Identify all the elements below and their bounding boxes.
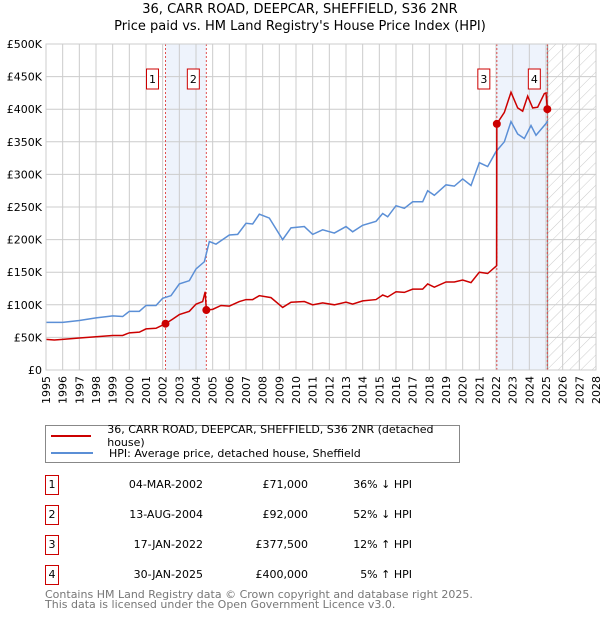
sale-hpi-diff: 36% ↓ HPI [353,478,412,491]
sale-marker-badge: 3 [45,535,59,555]
y-tick-label: £100K [7,299,43,312]
footer: Contains HM Land Registry data © Crown c… [45,588,473,611]
x-tick-label: 1997 [73,376,86,404]
sale-label: 3 [480,73,487,86]
x-tick-label: 2004 [190,376,203,404]
y-tick-label: £400K [7,103,43,116]
x-tick-label: 2026 [557,376,570,404]
sale-label: 1 [149,73,156,86]
legend-label-hpi: HPI: Average price, detached house, Shef… [109,446,361,460]
x-tick-label: 2017 [407,376,420,404]
x-tick-label: 2021 [473,376,486,404]
legend: 36, CARR ROAD, DEEPCAR, SHEFFIELD, S36 2… [45,423,460,463]
sales-table-row: 4 30-JAN-2025 £400,000 5% ↑ HPI [45,565,465,587]
sales-table-row: 2 13-AUG-2004 £92,000 52% ↓ HPI [45,505,465,527]
x-tick-label: 2007 [240,376,253,404]
sale-marker-badge: 2 [45,505,59,525]
x-tick-label: 2025 [540,376,553,404]
plot-area: 1995 1996 1997 1998 1999 2000 2001 2002 2003 2004… [7,38,600,404]
x-tick-label: 2022 [490,376,503,404]
legend-swatch-hpi [51,452,93,454]
x-tick-label: 2028 [590,376,600,404]
footer-licence: This data is licensed under the Open Gov… [45,598,396,611]
hpi-line [46,119,549,324]
legend-label-property: 36, CARR ROAD, DEEPCAR, SHEFFIELD, S36 2… [107,423,434,449]
chart-title: 36, CARR ROAD, DEEPCAR, SHEFFIELD, S36 2… [142,2,458,17]
x-tick-label: 2011 [307,376,320,404]
x-tick-label: 2014 [357,376,370,404]
y-tick-label: £50K [14,331,43,344]
sale-price: £71,000 [262,478,309,491]
x-tick-label: 2009 [273,376,286,404]
x-tick-label: 2015 [373,376,386,404]
x-tick-label: 1995 [40,376,53,404]
sale-hpi-diff: 52% ↓ HPI [353,508,412,521]
sales-table-row: 3 17-JAN-2022 £377,500 12% ↑ HPI [45,535,465,557]
sale-marker-badge: 1 [45,475,59,495]
sale-date: 17-JAN-2022 [133,538,203,551]
sale-label-box [527,68,541,90]
x-tick-label: 1999 [107,376,120,404]
sale-label-box [186,68,200,90]
y-tick-label: £150K [7,266,43,279]
x-tick-label: 2019 [440,376,453,404]
sale-date: 04-MAR-2002 [128,478,203,491]
y-tick-label: £300K [7,168,43,181]
x-tick-label: 2003 [173,376,186,404]
x-tick-label: 1996 [57,376,70,404]
x-tick-label: 2000 [123,376,136,404]
sale-label: 2 [190,73,197,86]
x-tick-label: 1998 [90,376,103,404]
sale-label-box [477,68,491,90]
x-tick-label: 2010 [290,376,303,404]
sale-marker-badge: 4 [45,565,59,585]
x-tick-label: 2006 [223,376,236,404]
sales-table-row: 1 04-MAR-2002 £71,000 36% ↓ HPI [45,475,465,497]
sale-price: £400,000 [255,568,309,581]
sale-point [161,319,170,328]
x-tick-label: 2018 [423,376,436,404]
x-tick-label: 2005 [207,376,220,404]
x-tick-label: 2016 [390,376,403,404]
x-tick-label: 2023 [507,376,520,404]
plot-border [45,43,597,371]
y-tick-label: £250K [7,201,43,214]
sale-hpi-diff: 12% ↑ HPI [353,538,412,551]
sale-price: £377,500 [255,538,309,551]
y-tick-label: £200K [7,234,43,247]
legend-swatch-property [51,435,92,437]
sale-date: 30-JAN-2025 [133,568,203,581]
sale-label: 4 [531,73,538,86]
sale-date: 13-AUG-2004 [129,508,203,521]
sale-label-box [146,68,159,90]
y-tick-label: £350K [7,136,43,149]
sale-point [543,105,552,114]
chart-subtitle: Price paid vs. HM Land Registry's House … [114,19,486,34]
x-tick-label: 2012 [323,376,336,404]
sale-price: £92,000 [262,508,309,521]
sale-point [202,306,211,315]
x-tick-label: 2013 [340,376,353,404]
x-tick-label: 2001 [140,376,153,404]
x-tick-label: 2020 [457,376,470,404]
x-tick-label: 2027 [573,376,586,404]
x-tick-label: 2024 [523,376,536,404]
x-tick-label: 2008 [257,376,270,404]
x-tick-label: 2002 [157,376,170,404]
y-tick-label: £450K [7,71,43,84]
y-tick-label: £0 [28,364,42,377]
sale-point [492,119,501,128]
footer-copyright: Contains HM Land Registry data © Crown c… [45,588,473,601]
property-price-line [46,90,550,341]
sale-hpi-diff: 5% ↑ HPI [360,568,412,581]
y-tick-label: £500K [7,38,43,51]
